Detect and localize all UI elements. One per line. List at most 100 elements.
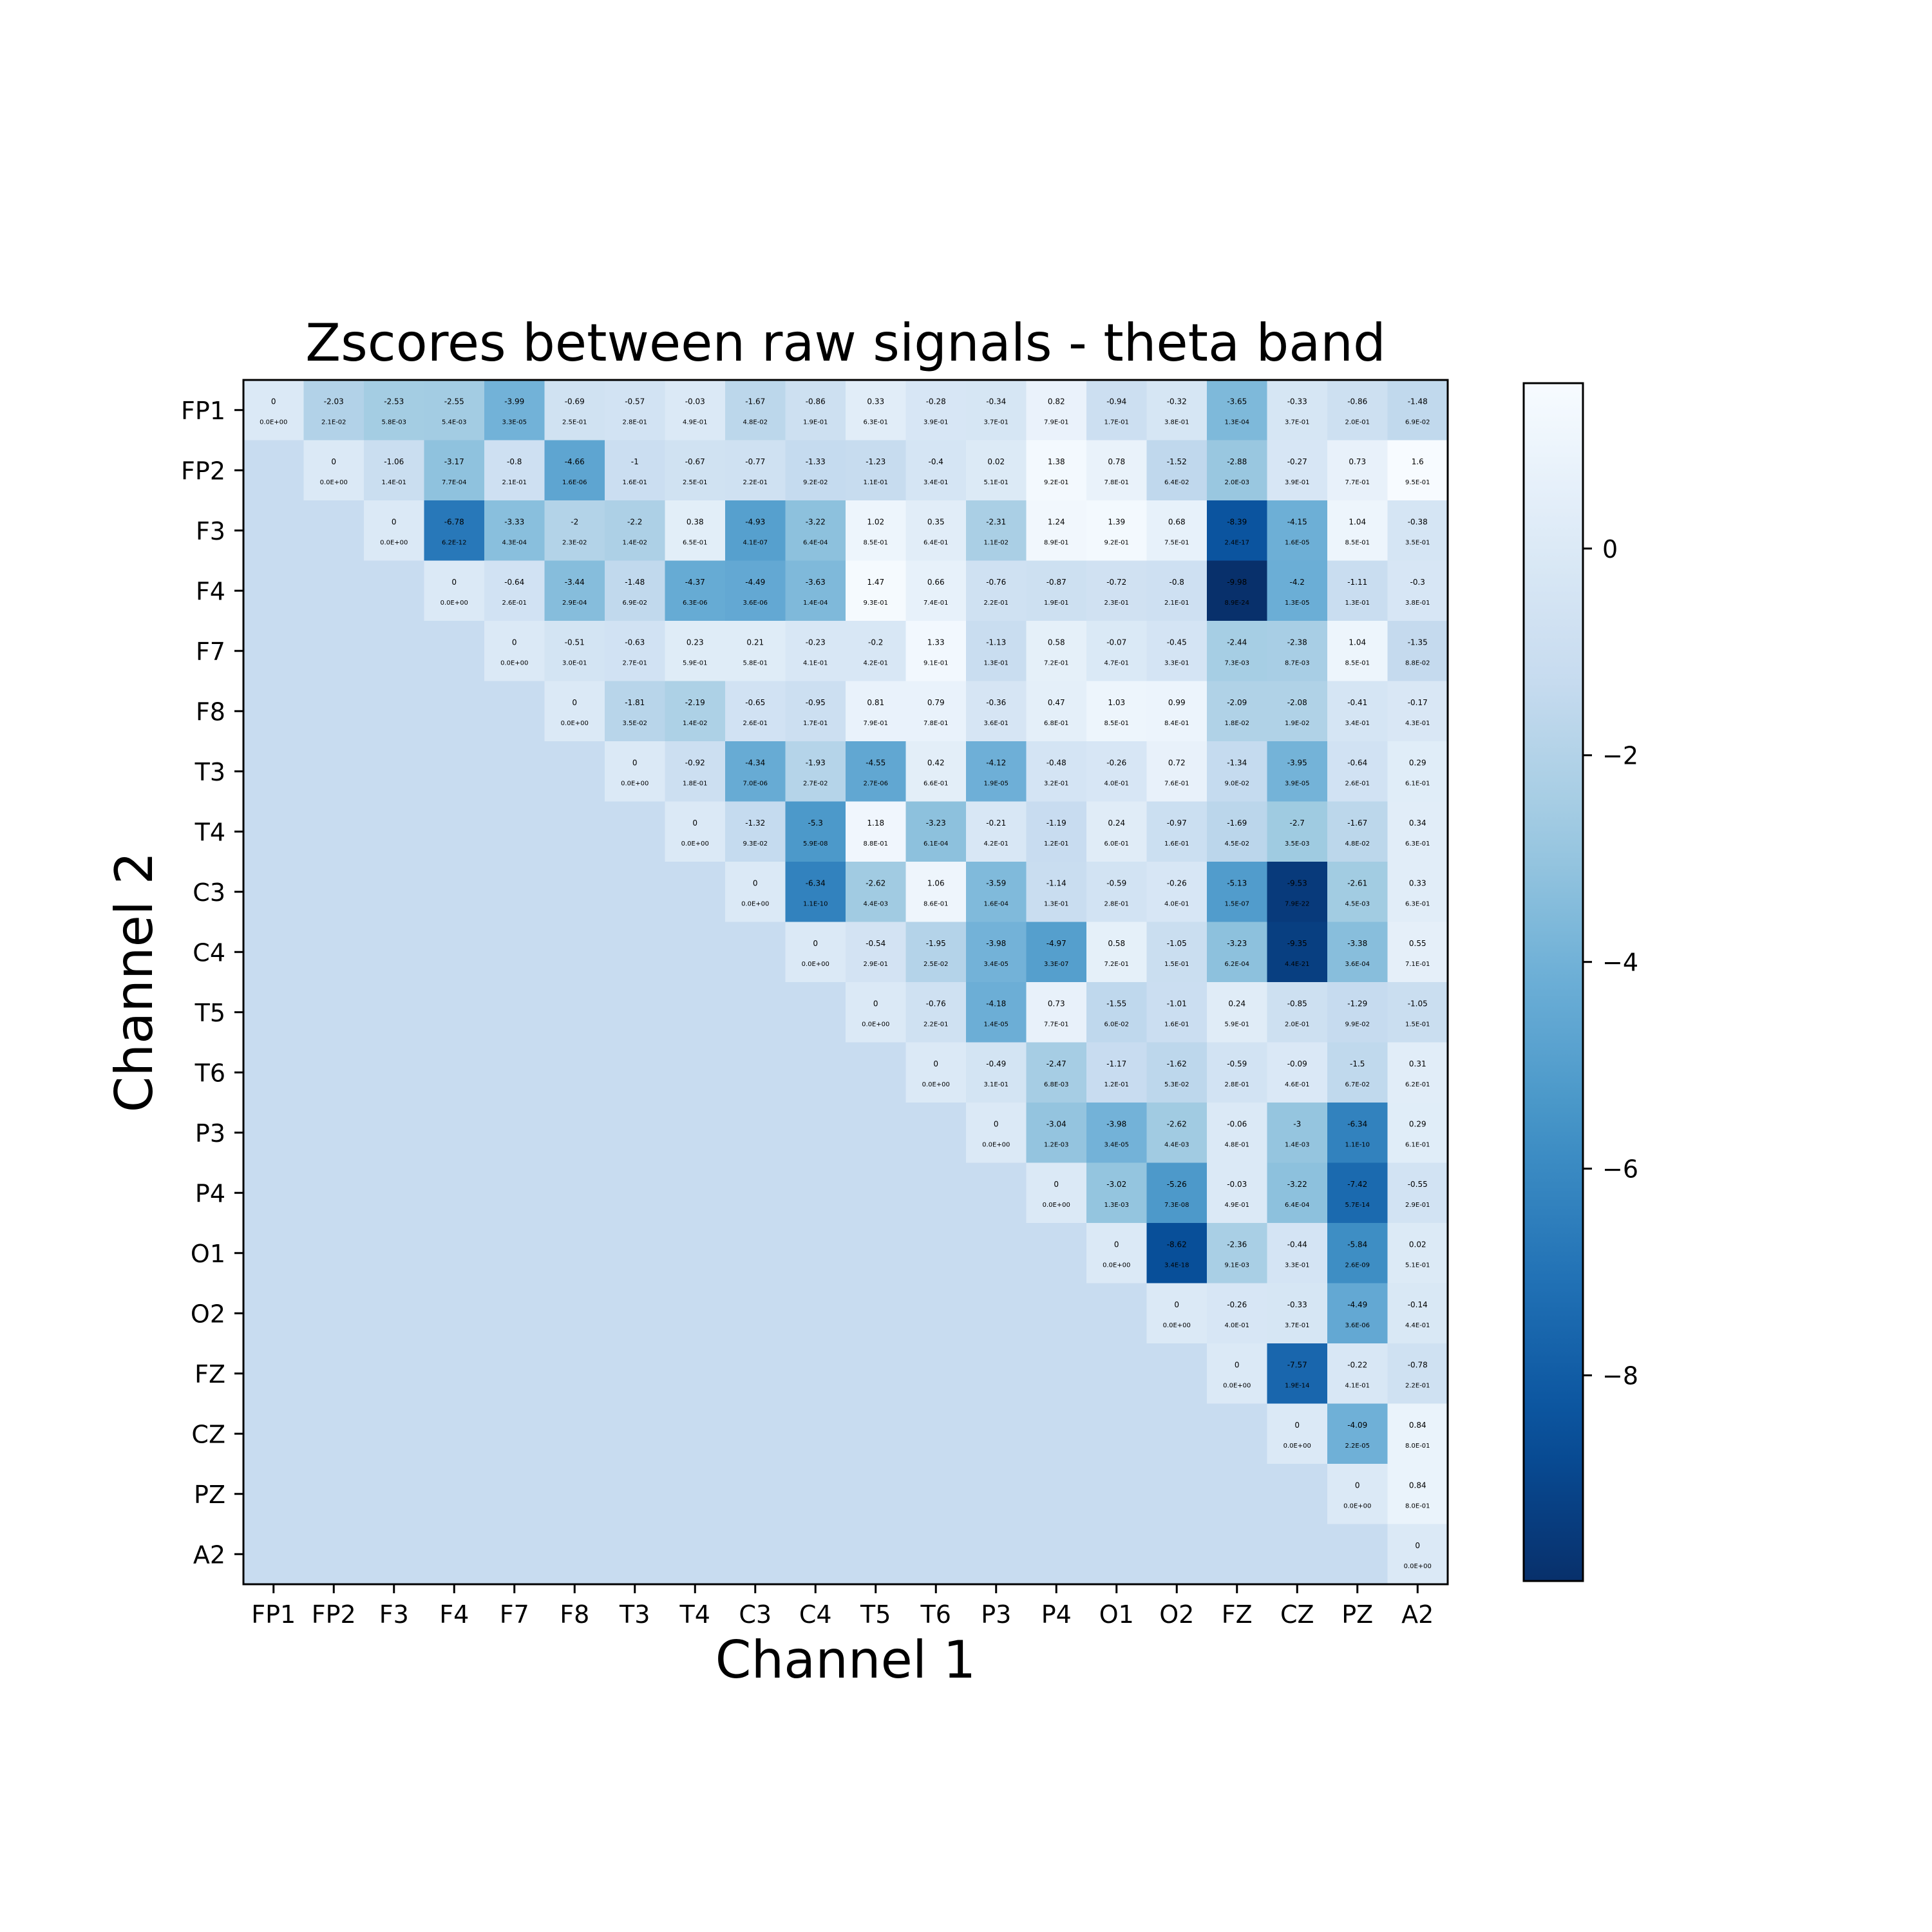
- x-tick-label: P3: [981, 1600, 1011, 1629]
- heatmap-cell: [484, 621, 545, 682]
- cell-pvalue-label: 7.7E-01: [1044, 1021, 1069, 1028]
- cell-pvalue-label: 9.2E-02: [803, 479, 828, 486]
- heatmap-cell: [1146, 560, 1208, 621]
- cell-zscore-label: -5.26: [1167, 1180, 1187, 1189]
- heatmap-cell: [846, 1162, 907, 1224]
- cell-pvalue-label: 8.8E-02: [1405, 659, 1430, 667]
- cell-zscore-label: -1.69: [1227, 819, 1247, 828]
- cell-zscore-label: -0.64: [504, 578, 524, 587]
- heatmap-cell: [1387, 1223, 1448, 1284]
- cell-pvalue-label: 1.5E-01: [1164, 961, 1189, 968]
- heatmap-cell: [605, 681, 666, 742]
- heatmap-cell: [303, 560, 365, 621]
- heatmap-cell: [846, 1103, 907, 1164]
- cell-zscore-label: -0.85: [1287, 999, 1307, 1008]
- heatmap-cell: [1207, 1464, 1268, 1525]
- heatmap-cell: [966, 1223, 1027, 1284]
- cell-pvalue-label: 0.0E+00: [802, 961, 829, 968]
- cell-pvalue-label: 2.5E-02: [923, 961, 949, 968]
- heatmap-cell: [846, 862, 907, 923]
- cell-pvalue-label: 2.3E-01: [1104, 600, 1129, 607]
- heatmap-cell: [364, 922, 425, 983]
- heatmap-cell: [1387, 922, 1448, 983]
- heatmap-cell: [303, 982, 365, 1043]
- colorbar-tick-label: −8: [1602, 1362, 1638, 1390]
- heatmap-cell: [1086, 1283, 1148, 1344]
- cell-zscore-label: 1.04: [1349, 517, 1366, 526]
- heatmap-cell: [966, 1162, 1027, 1224]
- cell-zscore-label: -0.49: [986, 1059, 1006, 1068]
- cell-zscore-label: -4.18: [986, 999, 1006, 1008]
- cell-pvalue-label: 9.1E-03: [1224, 1262, 1249, 1269]
- heatmap-cell: [785, 621, 846, 682]
- cell-zscore-label: 0: [873, 999, 878, 1008]
- cell-zscore-label: -3.22: [1287, 1180, 1307, 1189]
- heatmap-cell: [364, 801, 425, 862]
- heatmap-cell: [966, 1343, 1027, 1405]
- cell-pvalue-label: 7.2E-01: [1044, 659, 1069, 667]
- heatmap-cell: [544, 1162, 605, 1224]
- heatmap-cell: [1327, 1103, 1388, 1164]
- cell-pvalue-label: 7.3E-03: [1224, 659, 1249, 667]
- heatmap-cell: [544, 922, 605, 983]
- heatmap-cell: [1146, 1283, 1208, 1344]
- cell-zscore-label: -3.65: [1227, 397, 1247, 406]
- heatmap-cell: [605, 801, 666, 862]
- cell-pvalue-label: 3.7E-01: [1285, 419, 1310, 426]
- cell-zscore-label: -3.17: [444, 457, 464, 466]
- heatmap-cell: [1146, 440, 1208, 501]
- cell-zscore-label: -0.86: [806, 397, 826, 406]
- cell-pvalue-label: 6.1E-01: [1405, 780, 1430, 787]
- heatmap-cell: [303, 1343, 365, 1405]
- heatmap-cell: [1207, 1223, 1268, 1284]
- cell-zscore-label: -0.07: [1106, 638, 1126, 647]
- heatmap-cell: [785, 500, 846, 562]
- cell-pvalue-label: 0.0E+00: [561, 720, 589, 727]
- heatmap-cell: [1327, 681, 1388, 742]
- heatmap-cell: [484, 982, 545, 1043]
- cell-zscore-label: -2.7: [1290, 819, 1305, 828]
- cell-zscore-label: 1.03: [1108, 698, 1125, 707]
- cell-pvalue-label: 0.0E+00: [320, 479, 348, 486]
- cell-zscore-label: 0: [1415, 1541, 1420, 1550]
- heatmap-cell: [905, 1042, 967, 1103]
- cell-zscore-label: 1.02: [867, 517, 884, 526]
- cell-pvalue-label: 3.8E-01: [1164, 419, 1189, 426]
- cell-zscore-label: 0.02: [1409, 1240, 1426, 1249]
- heatmap-cell: [1267, 681, 1328, 742]
- x-tick-label: T4: [679, 1600, 710, 1629]
- cell-zscore-label: -1.55: [1106, 999, 1126, 1008]
- cell-zscore-label: -2: [571, 517, 578, 526]
- cell-zscore-label: -0.17: [1408, 698, 1428, 707]
- cell-pvalue-label: 4.8E-01: [1224, 1141, 1249, 1148]
- cell-pvalue-label: 9.0E-02: [1224, 780, 1249, 787]
- cell-zscore-label: 0.21: [746, 638, 764, 647]
- cell-zscore-label: -1.11: [1347, 578, 1367, 587]
- heatmap-cell: [665, 1524, 726, 1585]
- cell-pvalue-label: 2.6E-01: [502, 600, 527, 607]
- heatmap-cell: [665, 1042, 726, 1103]
- heatmap-cell: [785, 1162, 846, 1224]
- cell-pvalue-label: 3.5E-01: [1405, 539, 1430, 546]
- heatmap-cell: [1026, 681, 1087, 742]
- heatmap-cell: [1026, 380, 1087, 441]
- heatmap-cell: [1387, 380, 1448, 441]
- heatmap-cell: [1086, 380, 1148, 441]
- heatmap-cell: [243, 801, 305, 862]
- heatmap-cell: [1086, 440, 1148, 501]
- cell-zscore-label: 0.58: [1108, 939, 1125, 948]
- cell-zscore-label: -1.5: [1350, 1059, 1365, 1068]
- heatmap-cell: [1207, 922, 1268, 983]
- heatmap-cell: [1086, 741, 1148, 802]
- cell-pvalue-label: 5.9E-01: [1224, 1021, 1249, 1028]
- cell-zscore-label: -0.34: [986, 397, 1006, 406]
- heatmap-cell: [605, 1223, 666, 1284]
- cell-pvalue-label: 1.4E-03: [1285, 1141, 1310, 1148]
- y-tick-label: O2: [191, 1300, 225, 1328]
- x-axis-ticks: FP1 FP2 F3 F4 F7 F8 T3 T4 C3 C4 T5 T6 P3 P4 O1 O2 FZ CZ PZ…: [251, 1584, 1434, 1629]
- heatmap-cell: [364, 440, 425, 501]
- heatmap-cell: [243, 1042, 305, 1103]
- cell-pvalue-label: 7.8E-01: [923, 720, 949, 727]
- heatmap-cell: [303, 500, 365, 562]
- heatmap-cell: [1267, 1343, 1328, 1405]
